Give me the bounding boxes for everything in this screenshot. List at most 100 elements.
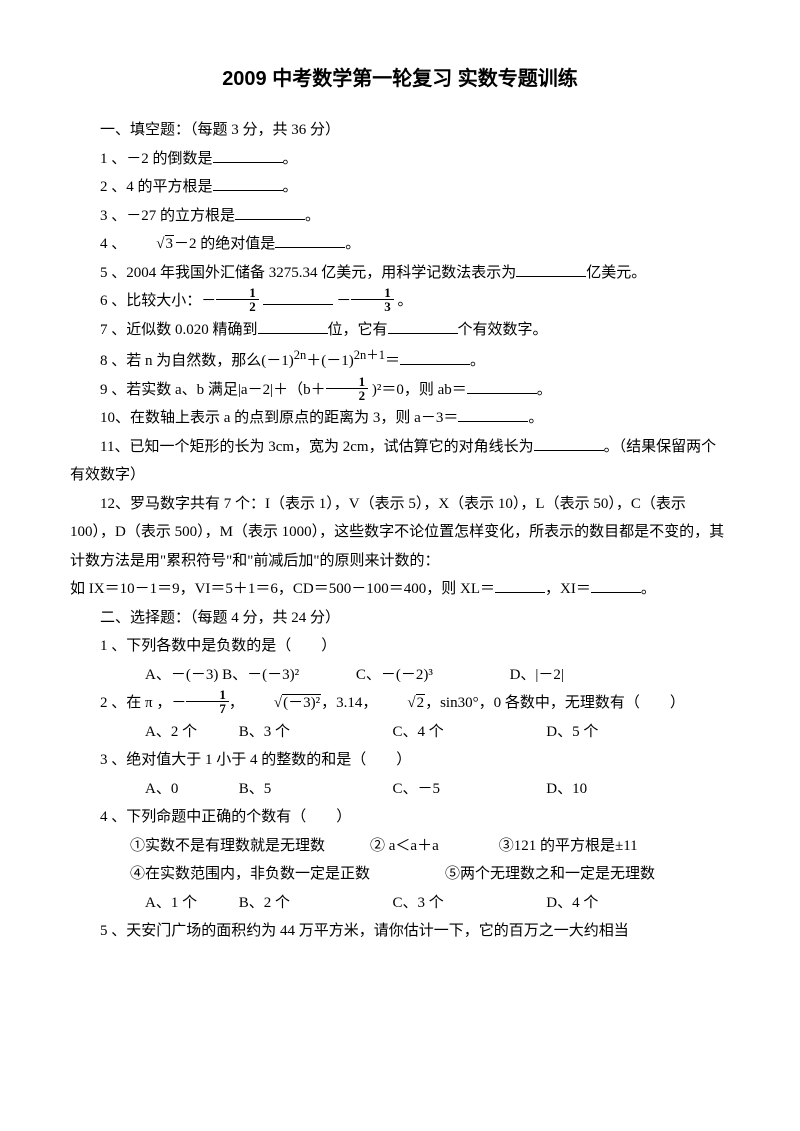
sqrt-icon: 3 — [126, 230, 174, 259]
q5a: 5 、2004 年我国外汇储备 3275.34 亿美元，用科学记数法表示为 — [100, 265, 516, 281]
denominator: 2 — [326, 389, 369, 402]
blank — [235, 204, 305, 220]
q6: 6 、比较大小：－12 －13 。 — [70, 287, 730, 316]
period: 。 — [470, 353, 485, 369]
s2: 2 、在 π ，－17，(－3)²，3.14，2，sin30°，0 各数中，无理… — [70, 689, 730, 718]
blank — [458, 406, 528, 422]
numerator: 1 — [216, 286, 259, 300]
s4-sub1: ①实数不是有理数就是无理数 ② a＜a＋a ③121 的平方根是±11 — [70, 832, 730, 861]
section1-header: 一、填空题：（每题 3 分，共 36 分） — [70, 116, 730, 145]
q12c: ，XI＝ — [545, 581, 591, 597]
s2c: ，3.14， — [321, 695, 377, 711]
period: 。 — [537, 382, 552, 398]
blank — [388, 318, 458, 334]
option-d: D、|－2| — [510, 661, 564, 690]
radicand: 3 — [165, 235, 175, 252]
q4b: －2 的绝对值是 — [174, 236, 275, 252]
fraction: 17 — [186, 688, 229, 715]
blank — [263, 289, 333, 305]
s4: 4 、下列命题中正确的个数有（ ） — [70, 803, 730, 832]
blank — [516, 261, 586, 277]
denominator: 7 — [186, 702, 229, 715]
option-b: B、－(－3)² — [222, 661, 352, 690]
s1-options: A、－(－3) B、－(－3)² C、－(－2)³ D、|－2| — [70, 661, 730, 690]
fraction: 13 — [351, 286, 394, 313]
blank — [467, 378, 537, 394]
numerator: 1 — [326, 375, 369, 389]
superscript: 2n＋1 — [354, 348, 385, 362]
period: 。 — [305, 208, 320, 224]
option-b: B、2 个 — [239, 889, 389, 918]
blank — [495, 577, 545, 593]
q7c: 个有效数字。 — [458, 322, 548, 338]
section2-header: 二、选择题：（每题 4 分，共 24 分） — [70, 604, 730, 633]
q6b: － — [336, 293, 351, 309]
s4-sub2: ④在实数范围内，非负数一定是正数 ⑤两个无理数之和一定是无理数 — [70, 860, 730, 889]
s4-options: A、1 个 B、2 个 C、3 个 D、4 个 — [70, 889, 730, 918]
q8b: ＋(－1) — [306, 353, 354, 369]
period: 。 — [528, 410, 543, 426]
radicand: (－3)² — [282, 694, 321, 711]
option-c: C、－5 — [393, 775, 543, 804]
q12b-text: 如 IX＝10－1＝9，VI＝5＋1＝6，CD＝500－100＝400，则 XL… — [70, 581, 495, 597]
option-c: C、4 个 — [393, 718, 543, 747]
option-d: D、10 — [546, 775, 587, 804]
q9a: 9 、若实数 a、b 满足|a－2|＋（b＋ — [100, 382, 326, 398]
option-b: B、5 — [239, 775, 389, 804]
q2: 2 、4 的平方根是 。 — [70, 173, 730, 202]
q7: 7 、近似数 0.020 精确到 位，它有 个有效数字。 — [70, 316, 730, 345]
q3-text: 3 、－27 的立方根是 — [100, 208, 235, 224]
numerator: 1 — [351, 286, 394, 300]
period: 。 — [283, 179, 298, 195]
s2b: ， — [229, 695, 244, 711]
option-c: C、－(－2)³ — [356, 661, 506, 690]
blank — [534, 435, 604, 451]
q8: 8 、若 n 为自然数，那么(－1)2n＋(－1)2n＋1＝。 — [70, 344, 730, 376]
q6a: 6 、比较大小：－ — [100, 293, 216, 309]
blank — [213, 175, 283, 191]
q1: 1 、－2 的倒数是 。 — [70, 145, 730, 174]
blank — [591, 577, 641, 593]
q10a: 10、在数轴上表示 a 的点到原点的距离为 3，则 a－3＝ — [100, 410, 458, 426]
q7b: 位，它有 — [328, 322, 388, 338]
option-a: A、2 个 — [145, 718, 235, 747]
q3: 3 、－27 的立方根是 。 — [70, 202, 730, 231]
option-d: D、4 个 — [546, 889, 598, 918]
q5: 5 、2004 年我国外汇储备 3275.34 亿美元，用科学记数法表示为亿美元… — [70, 259, 730, 288]
blank — [400, 349, 470, 365]
numerator: 1 — [186, 688, 229, 702]
option-b: B、3 个 — [239, 718, 389, 747]
q4: 4 、3－2 的绝对值是。 — [70, 230, 730, 259]
q12a: 12、罗马数字共有 7 个：I（表示 1），V（表示 5），X（表示 10），L… — [70, 490, 730, 576]
q1-text: 1 、－2 的倒数是 — [100, 151, 213, 167]
s1: 1 、下列各数中是负数的是（ ） — [70, 632, 730, 661]
superscript: 2n — [294, 348, 307, 362]
denominator: 3 — [351, 300, 394, 313]
radicand: 2 — [416, 694, 426, 711]
q12b: 如 IX＝10－1＝9，VI＝5＋1＝6，CD＝500－100＝400，则 XL… — [70, 575, 730, 604]
fraction: 12 — [216, 286, 259, 313]
q11: 11、已知一个矩形的长为 3cm，宽为 2cm，试估算它的对角线长为。（结果保留… — [70, 433, 730, 490]
q11a: 11、已知一个矩形的长为 3cm，宽为 2cm，试估算它的对角线长为 — [100, 439, 534, 455]
q2-text: 2 、4 的平方根是 — [100, 179, 213, 195]
option-d: D、5 个 — [546, 718, 598, 747]
period: 。 — [283, 151, 298, 167]
q4a: 4 、 — [100, 236, 126, 252]
q7a: 7 、近似数 0.020 精确到 — [100, 322, 258, 338]
period: 。 — [641, 581, 656, 597]
option-a: A、0 — [145, 775, 235, 804]
s3-options: A、0 B、5 C、－5 D、10 — [70, 775, 730, 804]
s3: 3 、绝对值大于 1 小于 4 的整数的和是（ ） — [70, 746, 730, 775]
s2a: 2 、在 π ，－ — [100, 695, 186, 711]
blank — [275, 232, 345, 248]
option-a: A、1 个 — [145, 889, 235, 918]
fraction: 12 — [326, 375, 369, 402]
denominator: 2 — [216, 300, 259, 313]
page-title: 2009 中考数学第一轮复习 实数专题训练 — [70, 60, 730, 98]
blank — [258, 318, 328, 334]
q9: 9 、若实数 a、b 满足|a－2|＋（b＋12 )²＝0，则 ab＝ 。 — [70, 376, 730, 405]
q9b: )²＝0，则 ab＝ — [372, 382, 467, 398]
option-c: C、3 个 — [393, 889, 543, 918]
sqrt-icon: 2 — [377, 689, 425, 718]
sqrt-icon: (－3)² — [244, 689, 321, 718]
